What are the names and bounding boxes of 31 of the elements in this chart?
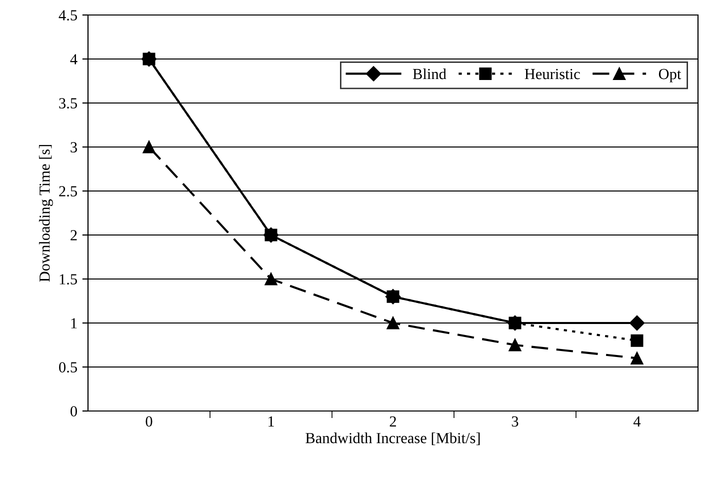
point xyxy=(629,315,645,331)
y-tick-label: 4 xyxy=(70,54,78,64)
y-axis-title: Downloading Time [s] xyxy=(39,144,53,282)
point xyxy=(386,316,400,330)
y-tick-label: 0.5 xyxy=(59,362,77,373)
y-tick-label: 3 xyxy=(70,142,77,152)
x-tick-label: 3 xyxy=(512,416,518,427)
y-tick-label: 2.5 xyxy=(59,186,77,197)
point xyxy=(630,334,644,347)
x-axis-title: Bandwidth Increase [Mbit/s] xyxy=(306,432,480,446)
point xyxy=(630,352,644,364)
legend-label: Heuristic xyxy=(524,68,580,80)
legend-label: Blind xyxy=(412,68,446,80)
point xyxy=(264,272,278,286)
x-tick-label: 2 xyxy=(390,416,396,426)
y-tick-label: 0 xyxy=(70,406,77,416)
x-tick-label: 1 xyxy=(268,416,274,426)
point xyxy=(264,228,278,242)
legend-label: Opt xyxy=(658,68,682,82)
point xyxy=(508,316,522,330)
point xyxy=(142,52,156,66)
point xyxy=(508,338,522,352)
y-tick-label: 3.5 xyxy=(59,98,77,109)
y-tick-label: 2 xyxy=(70,230,77,240)
point xyxy=(142,140,156,154)
y-tick-label: 1 xyxy=(71,318,77,328)
x-tick-label: 4 xyxy=(633,416,641,426)
y-tick-label: 1.5 xyxy=(60,274,77,285)
x-tick-label: 0 xyxy=(146,416,152,427)
y-tick-label: 4.5 xyxy=(58,10,77,21)
point xyxy=(386,290,400,303)
